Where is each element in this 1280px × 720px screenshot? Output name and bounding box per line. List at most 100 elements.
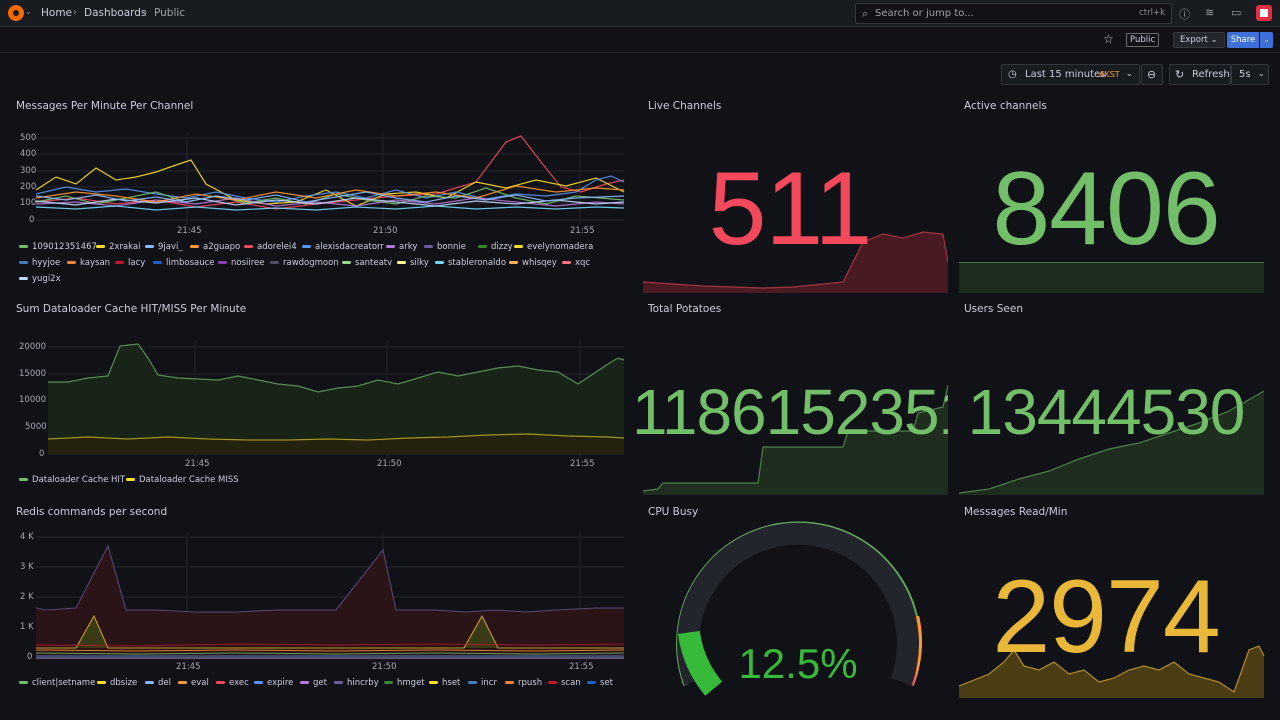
legend-item[interactable]: lacy <box>115 258 145 268</box>
search-input[interactable]: ⌕ Search or jump to... ctrl+k <box>855 3 1172 24</box>
y-tick: 0 <box>29 215 35 225</box>
y-tick: 200 <box>20 182 37 192</box>
legend-item[interactable]: 2xrakai <box>96 242 141 252</box>
x-tick: 21:55 <box>570 226 595 236</box>
legend-item[interactable]: get <box>300 678 327 688</box>
legend-item[interactable]: santeatv <box>342 258 392 268</box>
zoom-out-button[interactable]: ⊖ <box>1141 64 1163 85</box>
time-range-label: Last 15 minutes <box>1025 69 1106 80</box>
chevron-right-icon: › <box>73 7 77 18</box>
legend-item[interactable]: nosiiree <box>218 258 265 268</box>
panel-title: Messages Per Minute Per Channel <box>16 100 194 112</box>
legend-item[interactable]: 9javi_ <box>145 242 183 252</box>
legend-item[interactable]: bonnie <box>424 242 466 252</box>
y-tick: 4 K <box>20 532 34 542</box>
x-tick: 21:50 <box>372 662 397 672</box>
y-tick: 0 <box>39 449 45 459</box>
legend-item[interactable]: expire <box>254 678 293 688</box>
x-tick: 21:55 <box>569 662 594 672</box>
legend-item[interactable]: xqc <box>562 258 590 268</box>
zoom-out-icon: ⊖ <box>1147 68 1157 81</box>
x-tick: 21:45 <box>185 459 210 469</box>
clock-icon: ◷ <box>1008 69 1017 80</box>
legend-item[interactable]: hset <box>429 678 460 688</box>
refresh-interval-value: 5s <box>1239 69 1251 80</box>
x-tick: 21:50 <box>373 226 398 236</box>
gauge-value-arc <box>677 630 723 696</box>
legend-item[interactable]: exec <box>216 678 249 688</box>
panel-title: CPU Busy <box>648 506 699 518</box>
x-tick: 21:55 <box>570 459 595 469</box>
legend-item[interactable]: a2guapo <box>190 242 240 252</box>
messages-line-chart <box>35 132 625 224</box>
legend-item[interactable]: hmget <box>384 678 425 688</box>
export-button[interactable]: Export ⌄ <box>1173 32 1225 48</box>
dataloader-line-chart <box>47 340 625 458</box>
legend-item[interactable]: rpush <box>505 678 542 688</box>
share-button[interactable]: Share <box>1227 32 1259 48</box>
legend-item[interactable]: Dataloader Cache MISS <box>126 475 239 485</box>
legend-item[interactable]: eval <box>178 678 209 688</box>
grafana-logo-icon[interactable] <box>8 5 24 21</box>
breadcrumb-dashboards[interactable]: Dashboards <box>84 7 147 19</box>
chevron-down-icon[interactable]: ⌄ <box>25 7 32 16</box>
star-icon[interactable]: ☆ <box>1103 32 1114 46</box>
chevron-down-icon: ⌄ <box>1126 69 1133 78</box>
refresh-icon: ↻ <box>1175 68 1185 81</box>
refresh-interval-picker[interactable]: 5s ⌄ <box>1231 64 1269 85</box>
sparkline <box>958 645 1265 698</box>
panel-title: Messages Read/Min <box>964 506 1068 518</box>
export-label: Export <box>1180 35 1208 45</box>
legend-item[interactable]: 109012351467 <box>19 242 97 252</box>
share-dropdown-button[interactable]: ⌄ <box>1260 32 1273 48</box>
timezone-badge: AKST <box>1099 70 1120 79</box>
time-range-picker[interactable]: ◷ Last 15 minutes AKST ⌄ <box>1001 64 1140 85</box>
y-tick: 3 K <box>20 562 34 572</box>
active-channels-panel: Active channels 8406 <box>948 92 1264 293</box>
x-tick: 21:45 <box>177 226 202 236</box>
legend-item[interactable]: adorelei4 <box>244 242 297 252</box>
news-icon[interactable]: ▭ <box>1231 6 1242 19</box>
legend-item[interactable]: whisqey <box>509 258 557 268</box>
y-tick: 300 <box>20 166 37 176</box>
total-potatoes-panel: Total Potatoes 1186152351 <box>632 295 974 495</box>
legend-item[interactable]: silky <box>397 258 429 268</box>
legend-item[interactable]: incr <box>468 678 497 688</box>
y-tick: 10000 <box>19 395 47 405</box>
legend-item[interactable]: yugi2x <box>19 274 61 284</box>
search-icon: ⌕ <box>862 7 869 20</box>
legend-item[interactable]: dizzy <box>478 242 513 252</box>
legend-item[interactable]: stableronaldo <box>435 258 506 268</box>
legend-item[interactable]: client|setname <box>19 678 95 688</box>
gauge-track <box>677 522 919 686</box>
legend-item[interactable]: kaysan <box>67 258 110 268</box>
legend-item[interactable]: dbsize <box>97 678 137 688</box>
legend-item[interactable]: Dataloader Cache HIT <box>19 475 125 485</box>
help-icon[interactable]: ⓘ <box>1179 8 1190 21</box>
legend-item[interactable]: hincrby <box>334 678 379 688</box>
panel-title: Users Seen <box>964 303 1023 315</box>
breadcrumb-home[interactable]: Home <box>41 7 73 19</box>
redis-commands-panel: Redis commands per second 4 K 3 K 2 K 1 … <box>0 498 632 698</box>
y-tick: 0 <box>27 652 33 662</box>
legend-item[interactable]: limbosauce <box>153 258 215 268</box>
refresh-button[interactable]: ↻ Refresh <box>1169 64 1231 85</box>
stat-value: 1186152351 <box>632 376 974 448</box>
legend-item[interactable]: evelynomadera <box>514 242 593 252</box>
legend-item[interactable]: alexisdacreatorr <box>302 242 384 252</box>
user-avatar[interactable] <box>1256 5 1272 21</box>
legend-item[interactable]: del <box>145 678 171 688</box>
rss-icon[interactable]: ≋ <box>1205 6 1215 19</box>
legend-item[interactable]: set <box>587 678 613 688</box>
sparkline <box>642 231 949 293</box>
y-tick: 1 K <box>20 622 34 632</box>
y-tick: 500 <box>20 133 37 143</box>
legend-item[interactable]: scan <box>548 678 581 688</box>
messages-read-panel: Messages Read/Min 2974 <box>948 498 1265 698</box>
users-seen-panel: Users Seen 13444530 <box>948 295 1265 495</box>
legend-item[interactable]: hyyjoe <box>19 258 60 268</box>
stat-value: 511 <box>708 151 873 267</box>
panel-title: Sum Dataloader Cache HIT/MISS Per Minute <box>16 303 247 315</box>
legend-item[interactable]: arky <box>386 242 417 252</box>
legend-item[interactable]: rawdogmoon <box>270 258 339 268</box>
